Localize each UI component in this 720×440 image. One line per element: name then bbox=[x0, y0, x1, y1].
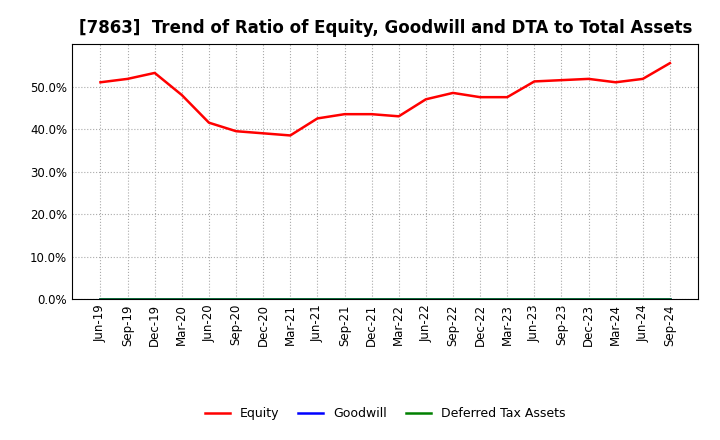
Deferred Tax Assets bbox=[611, 297, 620, 302]
Goodwill bbox=[150, 297, 159, 302]
Equity bbox=[611, 80, 620, 85]
Equity bbox=[204, 120, 213, 125]
Goodwill bbox=[259, 297, 268, 302]
Equity bbox=[232, 128, 240, 134]
Equity bbox=[530, 79, 539, 84]
Deferred Tax Assets bbox=[96, 297, 105, 302]
Goodwill bbox=[476, 297, 485, 302]
Equity bbox=[341, 111, 349, 117]
Deferred Tax Assets bbox=[395, 297, 403, 302]
Line: Equity: Equity bbox=[101, 63, 670, 136]
Equity bbox=[123, 76, 132, 81]
Equity bbox=[476, 95, 485, 100]
Goodwill bbox=[204, 297, 213, 302]
Equity bbox=[584, 76, 593, 81]
Goodwill bbox=[123, 297, 132, 302]
Equity bbox=[557, 77, 566, 83]
Goodwill bbox=[395, 297, 403, 302]
Deferred Tax Assets bbox=[259, 297, 268, 302]
Goodwill bbox=[639, 297, 647, 302]
Deferred Tax Assets bbox=[557, 297, 566, 302]
Equity bbox=[178, 92, 186, 98]
Goodwill bbox=[449, 297, 457, 302]
Deferred Tax Assets bbox=[178, 297, 186, 302]
Deferred Tax Assets bbox=[584, 297, 593, 302]
Goodwill bbox=[178, 297, 186, 302]
Goodwill bbox=[421, 297, 430, 302]
Deferred Tax Assets bbox=[123, 297, 132, 302]
Goodwill bbox=[313, 297, 322, 302]
Deferred Tax Assets bbox=[476, 297, 485, 302]
Goodwill bbox=[232, 297, 240, 302]
Goodwill bbox=[367, 297, 376, 302]
Deferred Tax Assets bbox=[150, 297, 159, 302]
Equity bbox=[665, 60, 674, 66]
Goodwill bbox=[96, 297, 105, 302]
Title: [7863]  Trend of Ratio of Equity, Goodwill and DTA to Total Assets: [7863] Trend of Ratio of Equity, Goodwil… bbox=[78, 19, 692, 37]
Goodwill bbox=[665, 297, 674, 302]
Deferred Tax Assets bbox=[286, 297, 294, 302]
Equity bbox=[503, 95, 511, 100]
Deferred Tax Assets bbox=[341, 297, 349, 302]
Goodwill bbox=[611, 297, 620, 302]
Equity bbox=[367, 111, 376, 117]
Goodwill bbox=[341, 297, 349, 302]
Equity bbox=[449, 90, 457, 95]
Deferred Tax Assets bbox=[503, 297, 511, 302]
Equity bbox=[96, 80, 105, 85]
Deferred Tax Assets bbox=[421, 297, 430, 302]
Deferred Tax Assets bbox=[232, 297, 240, 302]
Goodwill bbox=[286, 297, 294, 302]
Equity bbox=[421, 97, 430, 102]
Equity bbox=[259, 131, 268, 136]
Goodwill bbox=[503, 297, 511, 302]
Goodwill bbox=[557, 297, 566, 302]
Goodwill bbox=[530, 297, 539, 302]
Deferred Tax Assets bbox=[449, 297, 457, 302]
Equity bbox=[395, 114, 403, 119]
Deferred Tax Assets bbox=[204, 297, 213, 302]
Equity bbox=[313, 116, 322, 121]
Deferred Tax Assets bbox=[639, 297, 647, 302]
Goodwill bbox=[584, 297, 593, 302]
Equity bbox=[150, 70, 159, 76]
Equity bbox=[639, 76, 647, 81]
Legend: Equity, Goodwill, Deferred Tax Assets: Equity, Goodwill, Deferred Tax Assets bbox=[200, 403, 570, 425]
Deferred Tax Assets bbox=[665, 297, 674, 302]
Deferred Tax Assets bbox=[530, 297, 539, 302]
Deferred Tax Assets bbox=[313, 297, 322, 302]
Deferred Tax Assets bbox=[367, 297, 376, 302]
Equity bbox=[286, 133, 294, 138]
